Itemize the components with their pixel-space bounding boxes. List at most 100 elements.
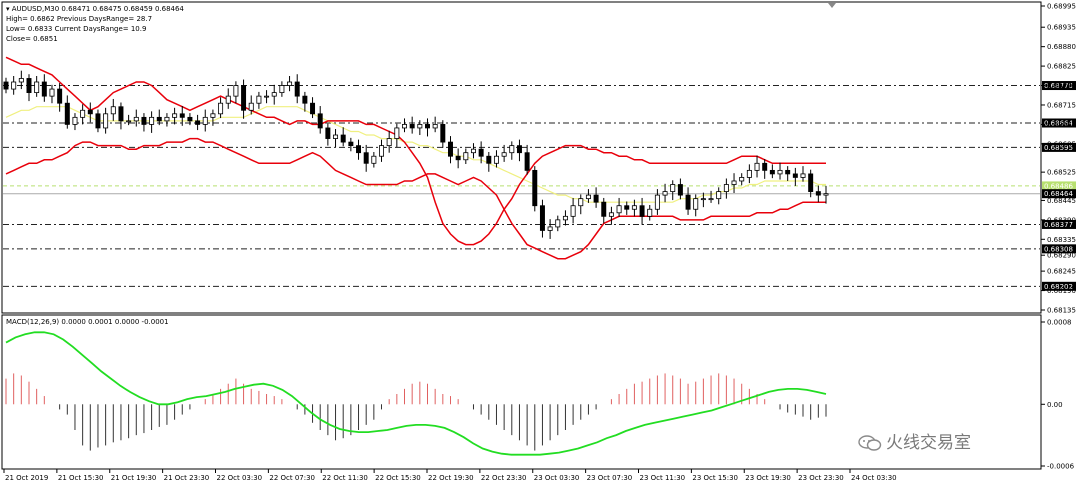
- candle-body: [663, 192, 667, 196]
- candle-body: [433, 124, 437, 128]
- bollinger-bands: [6, 57, 826, 258]
- candle-body: [165, 117, 169, 121]
- candle-body: [441, 124, 445, 142]
- candle-body: [50, 89, 54, 96]
- time-tick-label: 23 Oct 07:30: [587, 474, 633, 482]
- candle-body: [387, 139, 391, 146]
- watermark: 火线交易室: [858, 428, 971, 453]
- candle-body: [755, 163, 759, 170]
- candle-body: [448, 142, 452, 156]
- candle-body: [249, 103, 253, 110]
- candle-body: [142, 117, 146, 124]
- macd-tick-label: 0.0008: [1047, 319, 1072, 327]
- candle-body: [418, 124, 422, 128]
- candle-body: [73, 117, 77, 124]
- candle-body: [786, 170, 790, 174]
- time-axis: 21 Oct 2019 21 Oct 15:30 21 Oct 19:30 21 Oc…: [4, 469, 897, 482]
- candle-body: [58, 89, 62, 103]
- candle-body: [701, 199, 705, 200]
- price-pane-frame: [2, 2, 1041, 313]
- time-tick-label: 23 Oct 19:30: [745, 474, 791, 482]
- candle-body: [425, 124, 429, 128]
- collapse-icon[interactable]: ▾: [6, 5, 10, 13]
- high-range-line: High= 0.6862 Previous DaysRange= 28.7: [6, 15, 152, 23]
- price-tick-label: 0.68390: [1047, 216, 1076, 224]
- candle-body: [487, 156, 491, 163]
- candle-body: [540, 206, 544, 231]
- candle-body: [257, 96, 261, 103]
- price-tick-label: 0.68445: [1047, 197, 1076, 205]
- candle-body: [173, 114, 177, 118]
- candle-body: [196, 121, 200, 125]
- time-tick-label: 22 Oct 23:30: [481, 474, 527, 482]
- candle-body: [180, 114, 184, 118]
- candle-body: [732, 181, 736, 185]
- candle-body: [763, 163, 767, 170]
- candle-body: [111, 107, 115, 114]
- candle-body: [303, 96, 307, 103]
- candle-body: [349, 142, 353, 146]
- candle-body: [548, 227, 552, 231]
- candle-body: [563, 216, 567, 220]
- time-tick-label: 23 Oct 11:30: [640, 474, 686, 482]
- candle-body: [333, 135, 337, 139]
- candle-body: [42, 82, 46, 96]
- candle-body: [4, 82, 8, 89]
- price-tick-label: 0.68880: [1047, 43, 1076, 51]
- candle-body: [287, 82, 291, 86]
- candle-body: [341, 135, 345, 142]
- candle-body: [571, 206, 575, 217]
- shift-marker-icon[interactable]: [828, 3, 836, 8]
- candle-body: [640, 206, 644, 217]
- macd-label: MACD(12,26,9) 0.0000 0.0001 0.0000 -0.00…: [6, 318, 169, 326]
- candle-body: [119, 107, 123, 121]
- candle-body: [364, 153, 368, 164]
- candle-body: [724, 185, 728, 192]
- candle-body: [602, 202, 606, 216]
- candle-body: [694, 199, 698, 210]
- price-tick-label: 0.68770: [1047, 82, 1076, 90]
- low-range-line: Low= 0.6833 Current DaysRange= 10.9: [6, 25, 146, 33]
- time-tick-label: 21 Oct 19:30: [111, 474, 157, 482]
- candles: [4, 71, 828, 239]
- candle-body: [372, 156, 376, 163]
- price-tick-label: 0.68525: [1047, 169, 1076, 177]
- watermark-text: 火线交易室: [886, 433, 971, 453]
- candle-body: [586, 195, 590, 199]
- time-tick-label: 23 Oct 23:30: [798, 474, 844, 482]
- time-tick-label: 21 Oct 15:30: [58, 474, 104, 482]
- candle-body: [801, 174, 805, 178]
- price-tick-label: 0.68245: [1047, 268, 1076, 276]
- symbol-label: AUDUSD,M30: [12, 5, 59, 13]
- candle-body: [211, 114, 215, 118]
- candle-body: [778, 170, 782, 174]
- candle-body: [203, 117, 207, 124]
- price-tick-label: 0.68135: [1047, 307, 1076, 315]
- macd-tick-label: 0.00: [1047, 401, 1063, 409]
- candle-body: [272, 93, 276, 97]
- time-tick-label: 22 Oct 11:30: [322, 474, 368, 482]
- candle-body: [655, 195, 659, 209]
- candle-body: [793, 174, 797, 178]
- level-lines: 0.687700.686640.685950.683770.683080.682…: [3, 81, 1076, 291]
- candle-body: [556, 220, 560, 227]
- candle-body: [717, 192, 721, 199]
- candle-body: [824, 194, 828, 195]
- price-tick-label: 0.68335: [1047, 236, 1076, 244]
- candle-body: [127, 121, 131, 122]
- candle-body: [479, 149, 483, 156]
- candle-body: [326, 128, 330, 139]
- candle-body: [65, 103, 69, 124]
- candle-body: [747, 170, 751, 177]
- candle-body: [625, 206, 629, 210]
- candle-body: [456, 156, 460, 160]
- time-tick-label: 23 Oct 15:30: [692, 474, 738, 482]
- candle-body: [395, 128, 399, 139]
- price-axis: 0.68995 0.68935 0.68880 0.68825 0.68770 0.687…: [1041, 3, 1076, 315]
- macd-tick-label: -0.0006: [1047, 463, 1075, 471]
- price-tick-label: 0.68190: [1047, 287, 1076, 295]
- candle-body: [157, 117, 161, 121]
- candle-body: [517, 146, 521, 153]
